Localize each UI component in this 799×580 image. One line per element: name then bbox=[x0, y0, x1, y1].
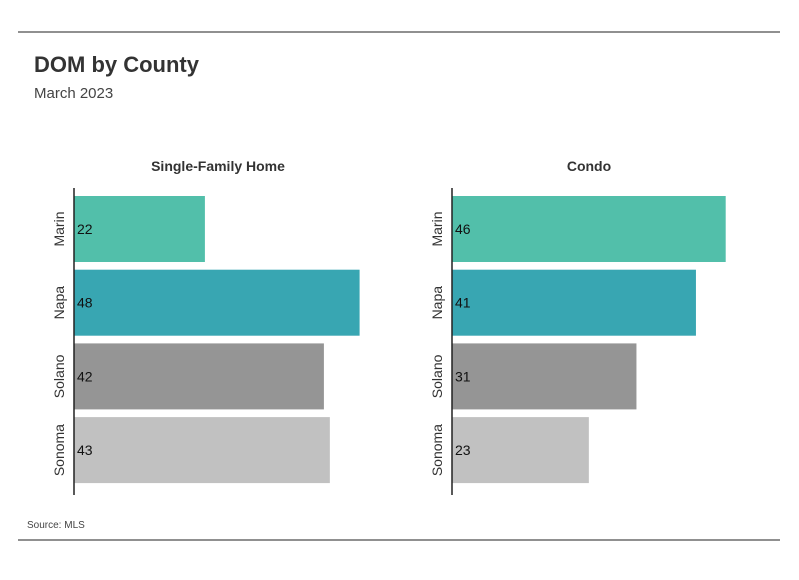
bar-single-family-home-marin bbox=[74, 196, 205, 262]
value-label-single-family-home-marin: 22 bbox=[77, 221, 93, 237]
bar-single-family-home-solano bbox=[74, 343, 324, 410]
category-label-single-family-home-sonoma: Sonoma bbox=[51, 424, 67, 476]
bar-condo-marin bbox=[452, 196, 726, 262]
chart-title: DOM by County bbox=[34, 52, 200, 77]
bar-single-family-home-napa bbox=[74, 269, 360, 336]
panel-single-family-home: Single-Family Home 22 Marin 48 Napa 42 Solano… bbox=[51, 158, 360, 495]
value-label-condo-marin: 46 bbox=[455, 221, 471, 237]
chart-subtitle: March 2023 bbox=[34, 85, 113, 102]
bar-single-family-home-sonoma bbox=[74, 417, 330, 484]
category-label-condo-marin: Marin bbox=[429, 211, 445, 246]
category-label-condo-sonoma: Sonoma bbox=[429, 424, 445, 476]
value-label-single-family-home-sonoma: 43 bbox=[77, 442, 93, 458]
bar-condo-solano bbox=[452, 343, 637, 410]
panel-title-condo: Condo bbox=[567, 158, 611, 174]
category-label-condo-solano: Solano bbox=[429, 354, 445, 398]
value-label-condo-sonoma: 23 bbox=[455, 442, 471, 458]
source-note: Source: MLS bbox=[27, 520, 85, 531]
bar-condo-sonoma bbox=[452, 417, 589, 484]
category-label-single-family-home-marin: Marin bbox=[51, 211, 67, 246]
value-label-condo-solano: 31 bbox=[455, 368, 471, 384]
category-label-condo-napa: Napa bbox=[429, 286, 445, 320]
value-label-condo-napa: 41 bbox=[455, 295, 471, 311]
value-label-single-family-home-solano: 42 bbox=[77, 368, 93, 384]
value-label-single-family-home-napa: 48 bbox=[77, 295, 93, 311]
category-label-single-family-home-solano: Solano bbox=[51, 354, 67, 398]
panel-title-single-family-home: Single-Family Home bbox=[151, 158, 285, 174]
panel-condo: Condo 46 Marin 41 Napa 31 Solano 23 Sonoma bbox=[429, 158, 726, 495]
bar-condo-napa bbox=[452, 269, 696, 336]
category-label-single-family-home-napa: Napa bbox=[51, 286, 67, 320]
